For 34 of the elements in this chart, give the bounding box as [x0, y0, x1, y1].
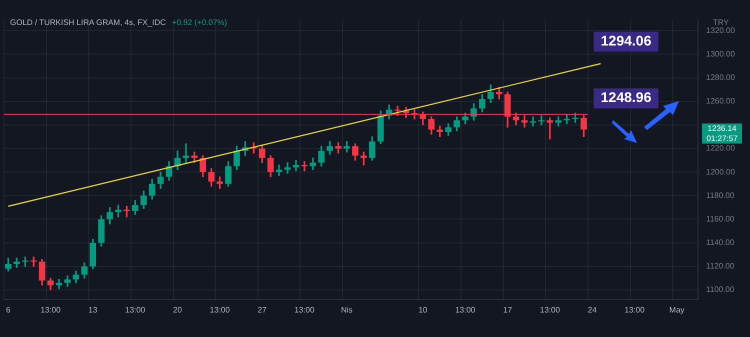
x-tick-label: 20 — [173, 305, 182, 314]
x-tick-label: 6 — [6, 305, 11, 314]
x-tick-label: 13:00 — [294, 305, 315, 314]
x-tick-label: 13:00 — [624, 305, 646, 314]
x-tick-label: Nis — [340, 305, 353, 314]
y-tick-label: 1180.00 — [706, 190, 735, 200]
y-axis-title: TRY — [713, 18, 729, 27]
x-tick-label: 10 — [418, 305, 428, 314]
annotation: 1294.06 — [600, 32, 652, 48]
x-tick-label: 13:00 — [210, 305, 230, 314]
y-tick-label: 1320.00 — [706, 26, 736, 35]
x-tick-label: 13 — [88, 305, 98, 314]
x-tick-label: 13:00 — [125, 305, 146, 314]
y-tick-label: 1200.00 — [706, 167, 736, 176]
text: 1236.14 — [708, 124, 738, 134]
y-tick-label: 1220.00 — [706, 144, 736, 153]
chart-title: GOLD / TURKISH LIRA GRAM, 4s, FX_IDC — [10, 18, 166, 27]
text: 01:27:57 — [706, 134, 738, 144]
ref-line-label: 1248.96 — [600, 89, 652, 106]
y-tick-label: 1280.00 — [706, 72, 736, 82]
x-tick-label: 24 — [588, 305, 598, 314]
x-tick-label: 13:00 — [40, 305, 62, 314]
y-tick-label: 1260.00 — [706, 96, 736, 106]
y-tick-label: 1120.00 — [706, 262, 735, 271]
y-tick-label: 1140.00 — [706, 238, 735, 248]
x-tick-label: 13:00 — [540, 305, 560, 314]
chart-subtitle: +0.92 (+0.07%) — [172, 18, 228, 27]
y-tick-label: 1160.00 — [706, 214, 735, 224]
x-tick-label: May — [669, 305, 684, 314]
x-tick-label: 17 — [503, 305, 513, 314]
y-tick-label: 1300.00 — [706, 49, 736, 58]
x-tick-label: 13:00 — [455, 305, 476, 314]
x-tick-label: 27 — [258, 305, 268, 314]
y-tick-label: 1100.00 — [706, 285, 735, 294]
